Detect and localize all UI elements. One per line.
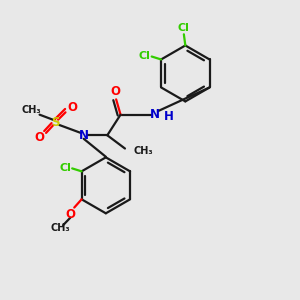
Text: CH₃: CH₃ — [51, 223, 70, 233]
Text: S: S — [52, 116, 60, 128]
Text: O: O — [110, 85, 121, 98]
Text: O: O — [65, 208, 75, 220]
Text: Cl: Cl — [139, 51, 151, 61]
Text: N: N — [149, 108, 159, 121]
Text: CH₃: CH₃ — [22, 105, 41, 115]
Text: O: O — [34, 131, 44, 144]
Text: H: H — [164, 110, 174, 123]
Text: O: O — [67, 101, 77, 114]
Text: CH₃: CH₃ — [133, 146, 153, 156]
Text: Cl: Cl — [59, 163, 71, 173]
Text: Cl: Cl — [178, 23, 190, 33]
Text: N: N — [79, 129, 89, 142]
